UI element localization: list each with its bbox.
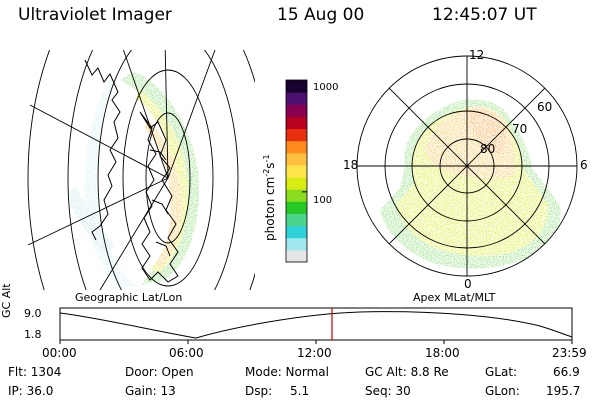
ip-value: IP: 36.0 [8,384,54,398]
glon-value: 195.7 [546,384,581,398]
colorbar-step [286,237,307,251]
altitude-xtick-2359: 23:59 [552,346,587,360]
glon-label: GLon: [485,384,520,398]
colorbar-step [286,152,307,166]
altitude-plot-frame [59,307,573,341]
geographic-panel-label: Geographic Lat/Lon [75,291,183,304]
colorbar-step [286,92,307,105]
altitude-axis-title: GC Alt [0,283,13,318]
mlt-label-18: 18 [343,158,358,172]
colorbar-label-exp2: -1 [262,154,271,163]
ring-label-80: 80 [480,142,495,156]
gain-value: Gain: 13 [125,384,176,398]
altitude-xtick-1200: 12:00 [297,346,332,360]
polar-plot: 60 70 80 12 18 6 0 [343,48,588,291]
gc-altitude: GC Alt: 8.8 Re [365,365,449,379]
colorbar-label-main: photon cm [263,176,277,241]
colorbar-label-exp1: -2 [262,168,271,177]
colorbar-step [286,116,307,130]
apex-panel-label: Apex MLat/MLT [413,291,496,304]
altitude-xtick-1800: 18:00 [425,346,460,360]
altitude-strip [59,307,573,344]
altitude-xtick-0600: 06:00 [169,346,204,360]
mode-status: Mode: Normal [245,365,329,379]
colorbar-step [286,189,307,202]
flight-number: Flt: 1304 [8,365,62,379]
glat-label: GLat: [485,365,518,379]
colorbar-step [286,128,307,142]
dsp-value: 5.1 [290,384,310,398]
altitude-x-ticks [59,340,573,344]
instrument-title: Ultraviolet Imager [18,5,172,25]
colorbar-step [286,225,307,239]
colorbar-step [286,104,307,117]
geo-aurora-image [63,72,200,288]
polar-grid [356,55,578,277]
colorbar-step [286,177,307,190]
polar-labels: 60 70 80 12 18 6 0 [343,48,588,291]
mlt-label-6: 6 [580,158,588,172]
geo-coastline [84,59,179,283]
colorbar [285,79,308,263]
door-status: Door: Open [125,365,194,379]
colorbar-tick-100: 100 [313,195,333,206]
mlt-label-0: 0 [464,277,472,291]
colorbar-step [286,80,307,93]
dsp-label: Dsp: [245,384,273,398]
colorbar-label: photon cm-2s-1 [262,154,277,241]
geographic-map [27,50,255,290]
ring-label-60: 60 [537,100,552,114]
observation-time: 12:45:07 UT [432,5,537,25]
colorbar-step [286,213,307,227]
mlt-label-12: 12 [469,48,484,62]
colorbar-step [286,201,307,214]
polar-aurora-image [380,99,561,269]
altitude-xtick-0000: 00:00 [42,346,77,360]
altitude-curve [59,311,573,339]
ring-label-70: 70 [512,122,527,136]
altitude-ytick-1.8: 1.8 [24,328,42,341]
colorbar-ticks [302,90,307,193]
colorbar-gradient [286,80,307,263]
glat-value: 66.9 [553,365,580,379]
colorbar-step [286,164,307,178]
altitude-ytick-9: 9.0 [24,307,42,320]
colorbar-label-mid: s [263,162,277,169]
sequence-number: Seq: 30 [365,384,411,398]
colorbar-step [286,140,307,154]
observation-date: 15 Aug 00 [277,5,365,25]
colorbar-step [286,249,307,263]
colorbar-tick-1000: 1000 [313,82,339,93]
